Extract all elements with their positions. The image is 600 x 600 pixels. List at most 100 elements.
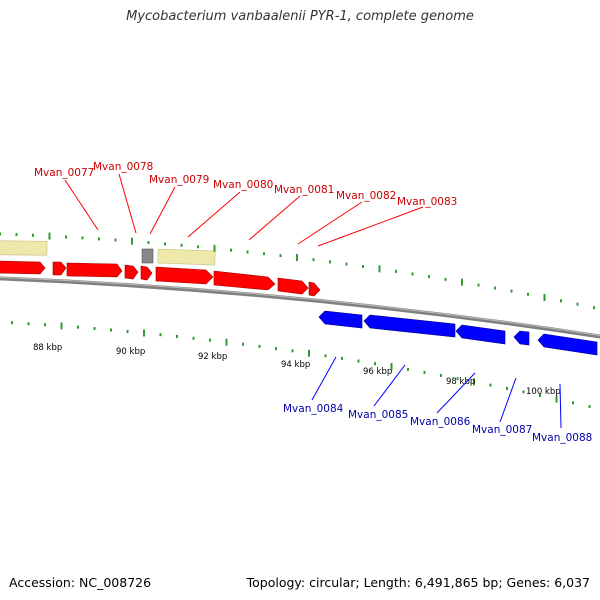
- minor-tick-mark: [345, 262, 348, 266]
- minor-tick-mark: [279, 254, 282, 258]
- major-tick-mark: [296, 254, 298, 262]
- gene-label-mvan-0088[interactable]: Mvan_0088: [532, 432, 592, 444]
- minor-tick-mark: [411, 272, 414, 276]
- feature-boxes: [0, 240, 216, 266]
- major-tick-mark: [473, 378, 475, 386]
- callout-line: [373, 364, 406, 407]
- minor-tick-mark: [444, 277, 447, 281]
- forward-gene-labels: Mvan_0077 Mvan_0078 Mvan_0079 Mvan_0080 …: [34, 161, 457, 208]
- minor-tick-mark: [192, 336, 195, 340]
- gene-label-mvan-0078[interactable]: Mvan_0078: [93, 161, 153, 173]
- minor-tick-mark: [312, 258, 315, 262]
- major-tick-mark: [390, 363, 393, 370]
- minor-tick-mark: [197, 245, 199, 249]
- major-tick-mark: [60, 322, 63, 330]
- gene-arrow-mvan-0081[interactable]: [140, 265, 153, 281]
- major-tick-mark: [213, 244, 216, 252]
- gene-label-mvan-0087[interactable]: Mvan_0087: [472, 424, 532, 436]
- gene-arrow-mvan-0086[interactable]: [455, 324, 506, 345]
- gene-arrow-mvan-0077[interactable]: [0, 260, 46, 275]
- minor-tick-mark: [395, 269, 397, 273]
- gene-arrow-mvan-0080[interactable]: [124, 264, 139, 280]
- callout-line: [149, 186, 176, 235]
- gene-arrow-mvan-0087[interactable]: [513, 330, 530, 346]
- major-tick-mark: [48, 232, 51, 240]
- kbp-label: 94 kbp: [281, 360, 310, 370]
- minor-tick-mark: [572, 401, 574, 405]
- gene-label-mvan-0082[interactable]: Mvan_0082: [336, 190, 396, 202]
- kbp-label: 92 kbp: [198, 352, 227, 362]
- minor-tick-mark: [65, 235, 67, 239]
- callout-line: [559, 383, 562, 429]
- callout-line: [297, 201, 363, 245]
- major-tick-mark: [461, 278, 463, 286]
- minor-tick-mark: [456, 377, 459, 381]
- callout-line: [248, 195, 301, 241]
- gene-label-mvan-0085[interactable]: Mvan_0085: [348, 409, 408, 421]
- gene-arrow-mvan-0085[interactable]: [363, 314, 456, 338]
- minor-tick-mark: [489, 383, 492, 387]
- kbp-label: 100 kbp: [526, 387, 561, 397]
- gene-arrow-mvan-0082[interactable]: [155, 266, 214, 285]
- genome-backbone: [0, 276, 600, 339]
- minor-tick-mark: [576, 302, 579, 306]
- gene-arrow-mvan-0084[interactable]: [318, 310, 363, 329]
- minor-tick-mark: [44, 323, 46, 327]
- callout-line: [499, 377, 517, 423]
- callout-line: [436, 372, 476, 414]
- minor-tick-mark: [539, 393, 541, 397]
- kbp-label: 96 kbp: [363, 367, 392, 377]
- minor-tick-mark: [81, 236, 84, 240]
- minor-tick-mark: [374, 362, 376, 366]
- gene-label-mvan-0083[interactable]: Mvan_0083: [397, 196, 457, 208]
- gene-arrow-mvan-0083a[interactable]: [213, 270, 276, 291]
- minor-tick-mark: [164, 242, 166, 246]
- gene-arrow-mvan-0079[interactable]: [66, 262, 123, 278]
- minor-tick-mark: [176, 334, 178, 338]
- minor-tick-mark: [593, 306, 595, 310]
- callout-line: [317, 206, 424, 247]
- minor-tick-mark: [11, 321, 13, 325]
- minor-tick-mark: [275, 347, 277, 351]
- minor-tick-mark: [407, 367, 409, 371]
- gene-label-mvan-0084[interactable]: Mvan_0084: [283, 403, 344, 415]
- minor-tick-mark: [506, 386, 508, 390]
- gene-label-mvan-0080[interactable]: Mvan_0080: [213, 179, 273, 191]
- feature-box: [157, 248, 216, 266]
- major-tick-mark: [555, 395, 558, 403]
- genome-backbone-highlight: [0, 276, 600, 336]
- minor-tick-mark: [341, 356, 343, 360]
- gene-label-mvan-0077[interactable]: Mvan_0077: [34, 167, 94, 179]
- lower-tick-row: [11, 321, 591, 408]
- minor-tick-mark: [357, 359, 360, 363]
- feature-box: [141, 248, 154, 264]
- map-title: Mycobacterium vanbaalenii PYR-1, complet…: [126, 9, 474, 24]
- reverse-gene-labels: Mvan_0084 Mvan_0085 Mvan_0086 Mvan_0087 …: [283, 403, 592, 444]
- minor-tick-mark: [329, 260, 331, 264]
- minor-tick-mark: [209, 338, 211, 342]
- gene-label-mvan-0086[interactable]: Mvan_0086: [410, 416, 471, 428]
- minor-tick-mark: [423, 370, 426, 374]
- gene-arrow-mvan-0078[interactable]: [52, 261, 67, 276]
- gene-arrow-mvan-0083b[interactable]: [277, 277, 309, 295]
- callout-line: [64, 179, 99, 231]
- minor-tick-mark: [258, 344, 261, 348]
- feature-box: [0, 240, 48, 256]
- minor-tick-mark: [0, 232, 1, 236]
- kbp-label: 88 kbp: [33, 343, 62, 353]
- kbp-scale-labels: 88 kbp 90 kbp 92 kbp 94 kbp 96 kbp 98 kb…: [33, 343, 561, 397]
- major-tick-mark: [143, 329, 145, 337]
- gene-label-mvan-0081[interactable]: Mvan_0081: [274, 184, 334, 196]
- major-tick-mark: [225, 338, 228, 346]
- gene-arrow-mvan-0088[interactable]: [537, 333, 598, 356]
- forward-gene-arrows: [0, 260, 321, 297]
- minor-tick-mark: [230, 248, 232, 252]
- minor-tick-mark: [159, 333, 162, 337]
- minor-tick-mark: [126, 330, 129, 333]
- gene-arrow-mvan-0083c[interactable]: [308, 281, 321, 297]
- gene-label-mvan-0079[interactable]: Mvan_0079: [149, 174, 209, 186]
- callout-line: [311, 356, 337, 401]
- minor-tick-mark: [560, 299, 562, 303]
- minor-tick-mark: [510, 289, 513, 293]
